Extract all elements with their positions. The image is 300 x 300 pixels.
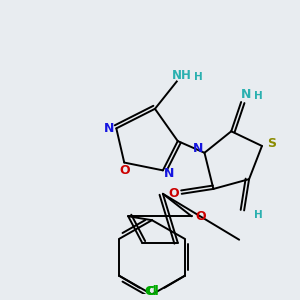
Text: N: N <box>104 122 115 135</box>
Text: NH: NH <box>172 69 192 82</box>
Text: N: N <box>194 142 204 155</box>
Text: N: N <box>241 88 251 101</box>
Text: O: O <box>119 164 130 177</box>
Text: Cl: Cl <box>145 285 158 298</box>
Text: O: O <box>195 210 206 223</box>
Text: N: N <box>164 167 174 180</box>
Text: S: S <box>267 136 276 149</box>
Text: H: H <box>254 91 262 101</box>
Text: H: H <box>254 210 262 220</box>
Text: O: O <box>169 187 179 200</box>
Text: H: H <box>194 72 203 82</box>
Text: Cl: Cl <box>146 285 159 298</box>
